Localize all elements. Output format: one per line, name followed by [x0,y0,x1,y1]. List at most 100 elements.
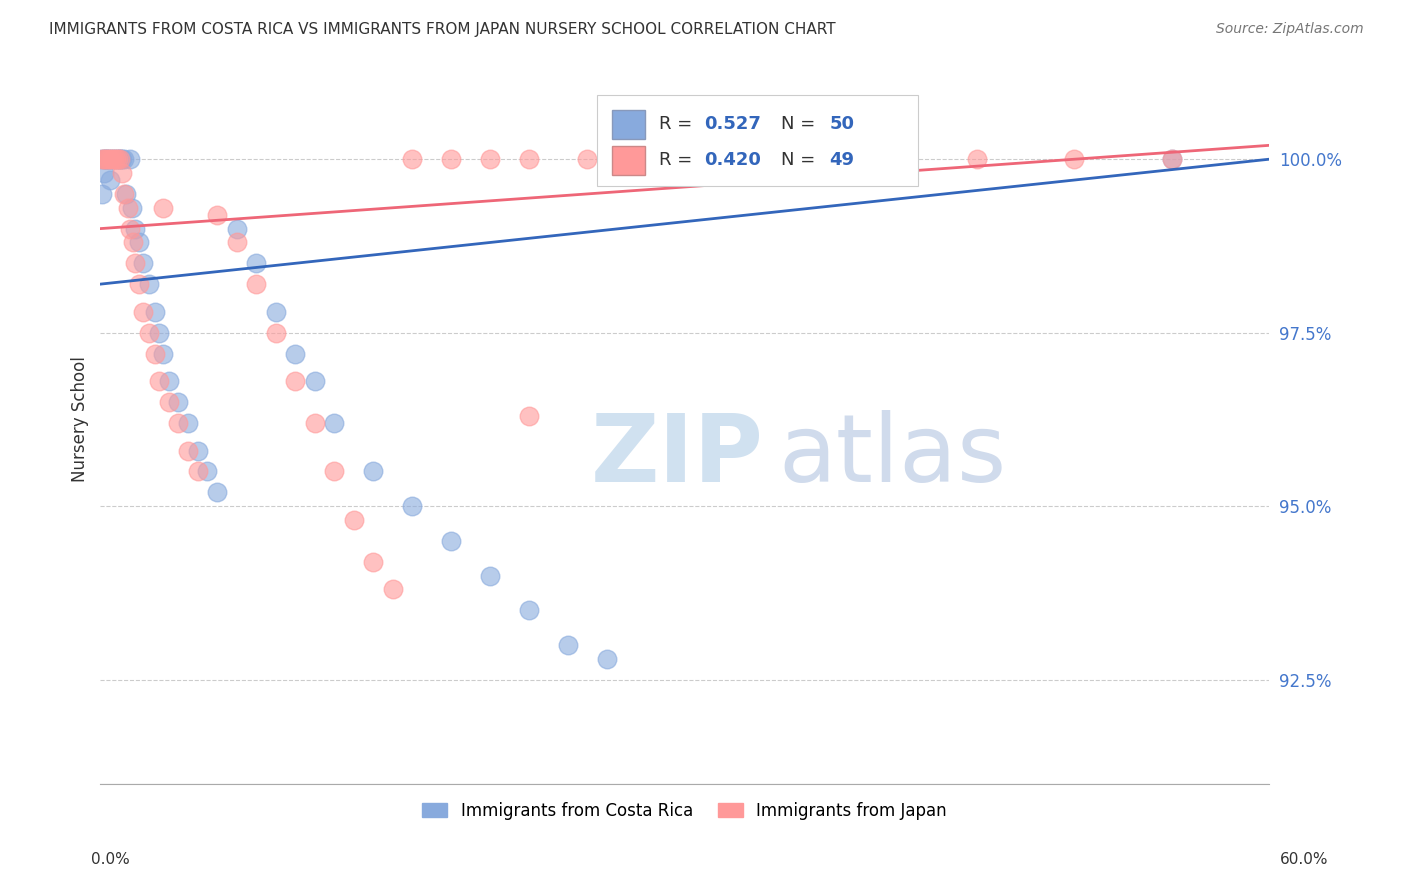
Point [112,186,135,201]
Point [118,153,141,167]
Point [111,166,134,180]
Point [869,153,891,167]
Point [157,395,180,409]
Point [205,208,228,222]
Bar [612,146,645,176]
Point [143,305,166,319]
Point [93,153,115,167]
Point [187,465,209,479]
Point [1063,153,1085,167]
Point [107,153,129,167]
Text: ZIP: ZIP [591,409,763,502]
Bar [612,110,645,139]
Point [304,416,326,430]
Point [103,153,125,167]
Point [869,153,891,167]
Point [152,346,174,360]
Point [124,256,146,270]
Point [596,652,619,666]
Point [517,409,540,423]
Text: R =: R = [659,151,697,169]
Point [177,416,200,430]
Text: N =: N = [780,115,821,133]
Point [108,153,131,167]
Point [187,443,209,458]
Point [284,374,307,388]
Point [225,221,247,235]
Point [121,201,143,215]
Point [157,374,180,388]
Point [132,256,155,270]
Point [143,346,166,360]
Point [478,568,501,582]
Point [132,305,155,319]
Point [440,533,463,548]
Point [96,153,118,167]
Text: 0.420: 0.420 [704,151,762,169]
Text: 0.0%: 0.0% [91,852,131,867]
Point [966,153,988,167]
Point [91,153,114,167]
Point [107,153,129,167]
Point [401,499,423,513]
Point [517,153,540,167]
Point [98,153,121,167]
Point [104,153,127,167]
Text: 49: 49 [830,151,855,169]
Point [93,166,115,180]
Point [1160,153,1182,167]
Point [517,603,540,617]
Point [138,277,160,292]
Point [98,153,121,167]
Y-axis label: Nursery School: Nursery School [72,357,89,483]
Text: 0.527: 0.527 [704,115,762,133]
Point [91,153,114,167]
Point [98,173,121,187]
FancyBboxPatch shape [598,95,918,186]
Point [634,153,657,167]
Point [128,277,150,292]
Text: Source: ZipAtlas.com: Source: ZipAtlas.com [1216,22,1364,37]
Point [576,153,599,167]
Point [111,153,134,167]
Point [108,153,131,167]
Point [101,153,124,167]
Point [304,374,326,388]
Point [770,153,793,167]
Point [770,153,793,167]
Point [264,305,287,319]
Point [284,346,307,360]
Point [440,153,463,167]
Point [114,186,136,201]
Point [167,416,190,430]
Point [97,153,120,167]
Point [264,326,287,340]
Text: N =: N = [780,151,821,169]
Text: IMMIGRANTS FROM COSTA RICA VS IMMIGRANTS FROM JAPAN NURSERY SCHOOL CORRELATION C: IMMIGRANTS FROM COSTA RICA VS IMMIGRANTS… [49,22,835,37]
Point [361,465,384,479]
Point [101,153,124,167]
Point [673,166,696,180]
Point [1160,153,1182,167]
Legend: Immigrants from Costa Rica, Immigrants from Japan: Immigrants from Costa Rica, Immigrants f… [416,795,953,826]
Text: 50: 50 [830,115,855,133]
Point [361,555,384,569]
Point [104,153,127,167]
Point [148,374,170,388]
Point [152,201,174,215]
Point [323,416,346,430]
Point [122,235,145,250]
Point [91,186,114,201]
Point [557,638,579,652]
Point [342,513,364,527]
Point [167,395,190,409]
Point [381,582,404,597]
Point [205,485,228,500]
Point [225,235,247,250]
Point [245,256,267,270]
Point [96,153,118,167]
Point [245,277,267,292]
Point [323,465,346,479]
Text: 60.0%: 60.0% [1281,852,1329,867]
Point [401,153,423,167]
